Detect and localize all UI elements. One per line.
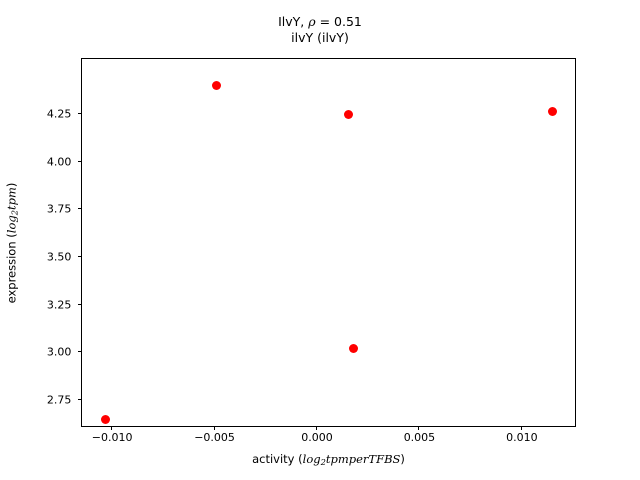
scatter-point <box>211 81 221 91</box>
y-axis-tick-label: 3.25 <box>46 298 72 312</box>
x-axis-tick: 0.000 <box>301 426 333 444</box>
y-axis-tick: 4.25 <box>47 108 82 121</box>
y-axis-label: expression (log2tpm) <box>4 182 20 303</box>
plot-axes: 2.75 3.00 3.25 3.50 3.75 4.00 4.25 −0.010 −0.005… <box>47 58 576 444</box>
y-axis-tick-label: 4.00 <box>46 155 72 169</box>
scatter-point <box>349 344 358 354</box>
y-axis-tick: 4.00 <box>47 155 82 168</box>
y-axis-tick-label: 2.75 <box>46 393 72 407</box>
page-title: IlvY, ρ = 0.51 <box>278 14 362 29</box>
y-axis-label-container: expression (log2tpm) <box>0 58 24 427</box>
y-axis-math-text: log2tpm <box>4 186 20 233</box>
scatter-point <box>547 106 557 116</box>
figure-title-block: IlvY, ρ = 0.51 ilvY (ilvY) <box>0 14 640 47</box>
y-axis-tick: 3.25 <box>47 298 82 311</box>
y-axis-tick: 3.75 <box>47 203 82 216</box>
y-axis-tick: 3.00 <box>47 346 82 359</box>
y-axis-tick-label: 3.75 <box>46 202 72 216</box>
y-axis-tick: 2.75 <box>47 393 82 406</box>
x-axis-tick-label: 0.000 <box>301 431 333 444</box>
x-axis-math-subscript: 2 <box>320 456 326 467</box>
x-axis-tick: 0.010 <box>506 426 538 444</box>
y-axis-tick-label: 3.00 <box>46 345 72 359</box>
x-axis-label: activity (log2tpmperTFBS) <box>252 452 405 467</box>
plot-data-surface <box>82 59 575 426</box>
y-axis-tick: 3.50 <box>47 251 82 264</box>
y-axis-math-subscript: 2 <box>9 209 20 215</box>
x-axis-math-text: log2tpmperTFBS <box>302 452 401 467</box>
x-axis-tick: −0.005 <box>194 426 235 444</box>
rho-symbol: ρ <box>308 14 316 29</box>
x-axis-tick-label: 0.010 <box>506 431 538 444</box>
x-axis-tick-label: −0.010 <box>91 431 133 444</box>
figure-subtitle: ilvY (ilvY) <box>291 30 349 46</box>
scatter-point <box>100 414 110 424</box>
x-axis-tick: −0.010 <box>92 426 132 444</box>
scatter-point <box>343 109 353 119</box>
x-axis-tick: 0.005 <box>404 426 435 444</box>
y-axis-tick-label: 4.25 <box>46 107 72 121</box>
x-axis-tick-label: −0.005 <box>194 431 235 444</box>
y-axis-tick-label: 3.50 <box>46 250 72 264</box>
x-axis-tick-label: 0.005 <box>403 431 436 444</box>
